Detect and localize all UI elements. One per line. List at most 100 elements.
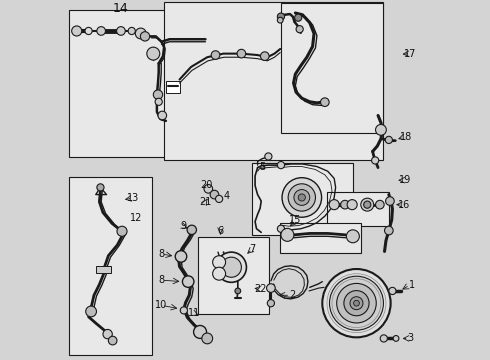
Circle shape [135, 28, 146, 39]
Circle shape [296, 26, 303, 33]
Circle shape [155, 98, 162, 105]
Circle shape [354, 300, 359, 306]
Circle shape [182, 276, 194, 287]
Circle shape [337, 283, 376, 323]
Circle shape [97, 27, 105, 35]
Circle shape [211, 51, 220, 59]
Text: 9: 9 [180, 221, 186, 231]
Circle shape [108, 336, 117, 345]
Circle shape [187, 225, 196, 234]
Bar [281, 3, 384, 134]
Circle shape [322, 269, 391, 337]
Circle shape [103, 329, 112, 339]
Circle shape [117, 226, 127, 236]
Text: 19: 19 [399, 175, 411, 185]
Circle shape [180, 307, 188, 314]
Circle shape [294, 190, 310, 205]
Circle shape [277, 162, 285, 169]
Circle shape [85, 27, 92, 35]
Circle shape [213, 267, 225, 280]
Circle shape [158, 111, 167, 120]
Circle shape [72, 26, 82, 36]
Circle shape [204, 185, 213, 193]
Circle shape [194, 325, 206, 338]
Circle shape [128, 27, 135, 35]
Circle shape [375, 125, 386, 135]
Circle shape [213, 256, 225, 269]
Circle shape [265, 153, 272, 160]
Circle shape [268, 300, 274, 307]
Circle shape [298, 194, 305, 201]
Circle shape [277, 225, 285, 232]
Text: 13: 13 [127, 193, 139, 203]
Text: 3: 3 [407, 333, 414, 343]
Circle shape [97, 184, 104, 191]
Circle shape [346, 230, 359, 243]
Text: 8: 8 [158, 275, 165, 285]
Text: 14: 14 [113, 2, 129, 15]
Circle shape [202, 333, 213, 344]
Bar [164, 2, 384, 160]
Circle shape [237, 49, 245, 58]
Circle shape [364, 201, 371, 208]
Circle shape [361, 198, 374, 211]
Circle shape [341, 200, 349, 209]
Text: 2: 2 [289, 290, 295, 300]
Circle shape [277, 13, 285, 20]
Bar [327, 192, 389, 226]
Circle shape [140, 32, 150, 41]
Circle shape [267, 284, 275, 292]
Circle shape [389, 287, 396, 294]
Circle shape [86, 306, 97, 317]
Circle shape [216, 252, 246, 282]
Text: 18: 18 [400, 132, 412, 142]
Circle shape [329, 276, 384, 330]
Bar [252, 163, 353, 235]
Text: 15: 15 [289, 216, 301, 225]
Text: 1: 1 [409, 280, 416, 290]
Circle shape [320, 98, 329, 107]
Circle shape [385, 226, 393, 235]
Circle shape [375, 200, 384, 209]
Text: 8: 8 [158, 249, 165, 259]
Circle shape [347, 199, 357, 210]
Bar [166, 81, 179, 93]
Circle shape [261, 52, 269, 60]
Bar [197, 237, 269, 314]
Bar [96, 266, 111, 273]
Circle shape [371, 157, 379, 164]
Circle shape [294, 14, 302, 21]
Text: 6: 6 [218, 226, 223, 236]
Text: 10: 10 [155, 300, 168, 310]
Circle shape [281, 228, 294, 241]
Circle shape [147, 47, 160, 60]
Circle shape [385, 136, 392, 144]
Circle shape [235, 288, 241, 294]
Bar [280, 222, 361, 253]
Text: 21: 21 [199, 197, 212, 207]
Text: 5: 5 [259, 162, 266, 171]
Circle shape [344, 291, 369, 316]
Text: 4: 4 [223, 192, 229, 201]
Circle shape [282, 178, 321, 217]
Text: 22: 22 [254, 284, 267, 294]
Circle shape [386, 197, 394, 205]
Text: 16: 16 [398, 200, 410, 210]
Circle shape [288, 184, 316, 211]
Text: 17: 17 [404, 49, 416, 59]
Circle shape [210, 190, 219, 199]
Circle shape [117, 27, 125, 35]
Circle shape [277, 17, 283, 23]
Text: 12: 12 [130, 213, 143, 223]
Text: 20: 20 [200, 180, 212, 189]
Circle shape [393, 336, 399, 341]
Circle shape [153, 90, 163, 99]
Bar [69, 10, 227, 157]
Circle shape [350, 297, 363, 310]
Text: 11: 11 [188, 308, 200, 318]
Circle shape [329, 199, 339, 210]
Text: 7: 7 [249, 244, 255, 254]
Circle shape [221, 257, 242, 277]
Circle shape [380, 335, 388, 342]
Circle shape [175, 251, 187, 262]
